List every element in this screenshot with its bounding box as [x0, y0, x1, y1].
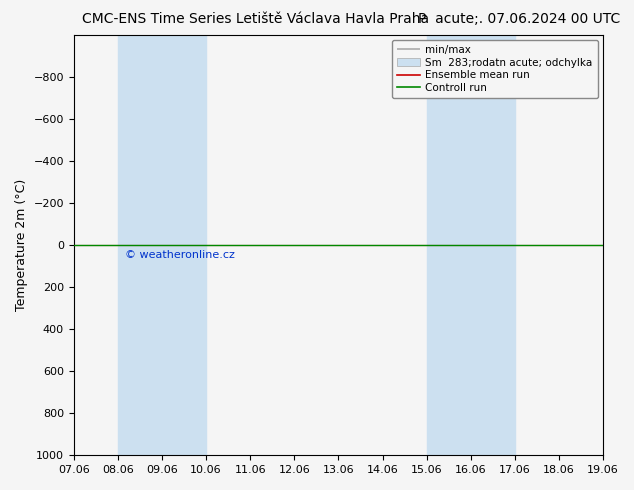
Bar [427, 35, 515, 455]
Legend: min/max, Sm  283;rodatn acute; odchylka, Ensemble mean run, Controll run: min/max, Sm 283;rodatn acute; odchylka, … [392, 40, 598, 98]
Y-axis label: Temperature 2m (°C): Temperature 2m (°C) [15, 179, 28, 311]
Text: CMC-ENS Time Series Letiště Václava Havla Praha: CMC-ENS Time Series Letiště Václava Havl… [82, 12, 430, 26]
Text: © weatheronline.cz: © weatheronline.cz [124, 250, 235, 261]
Text: P  acute;. 07.06.2024 00 UTC: P acute;. 07.06.2024 00 UTC [418, 12, 621, 26]
Bar [118, 35, 206, 455]
